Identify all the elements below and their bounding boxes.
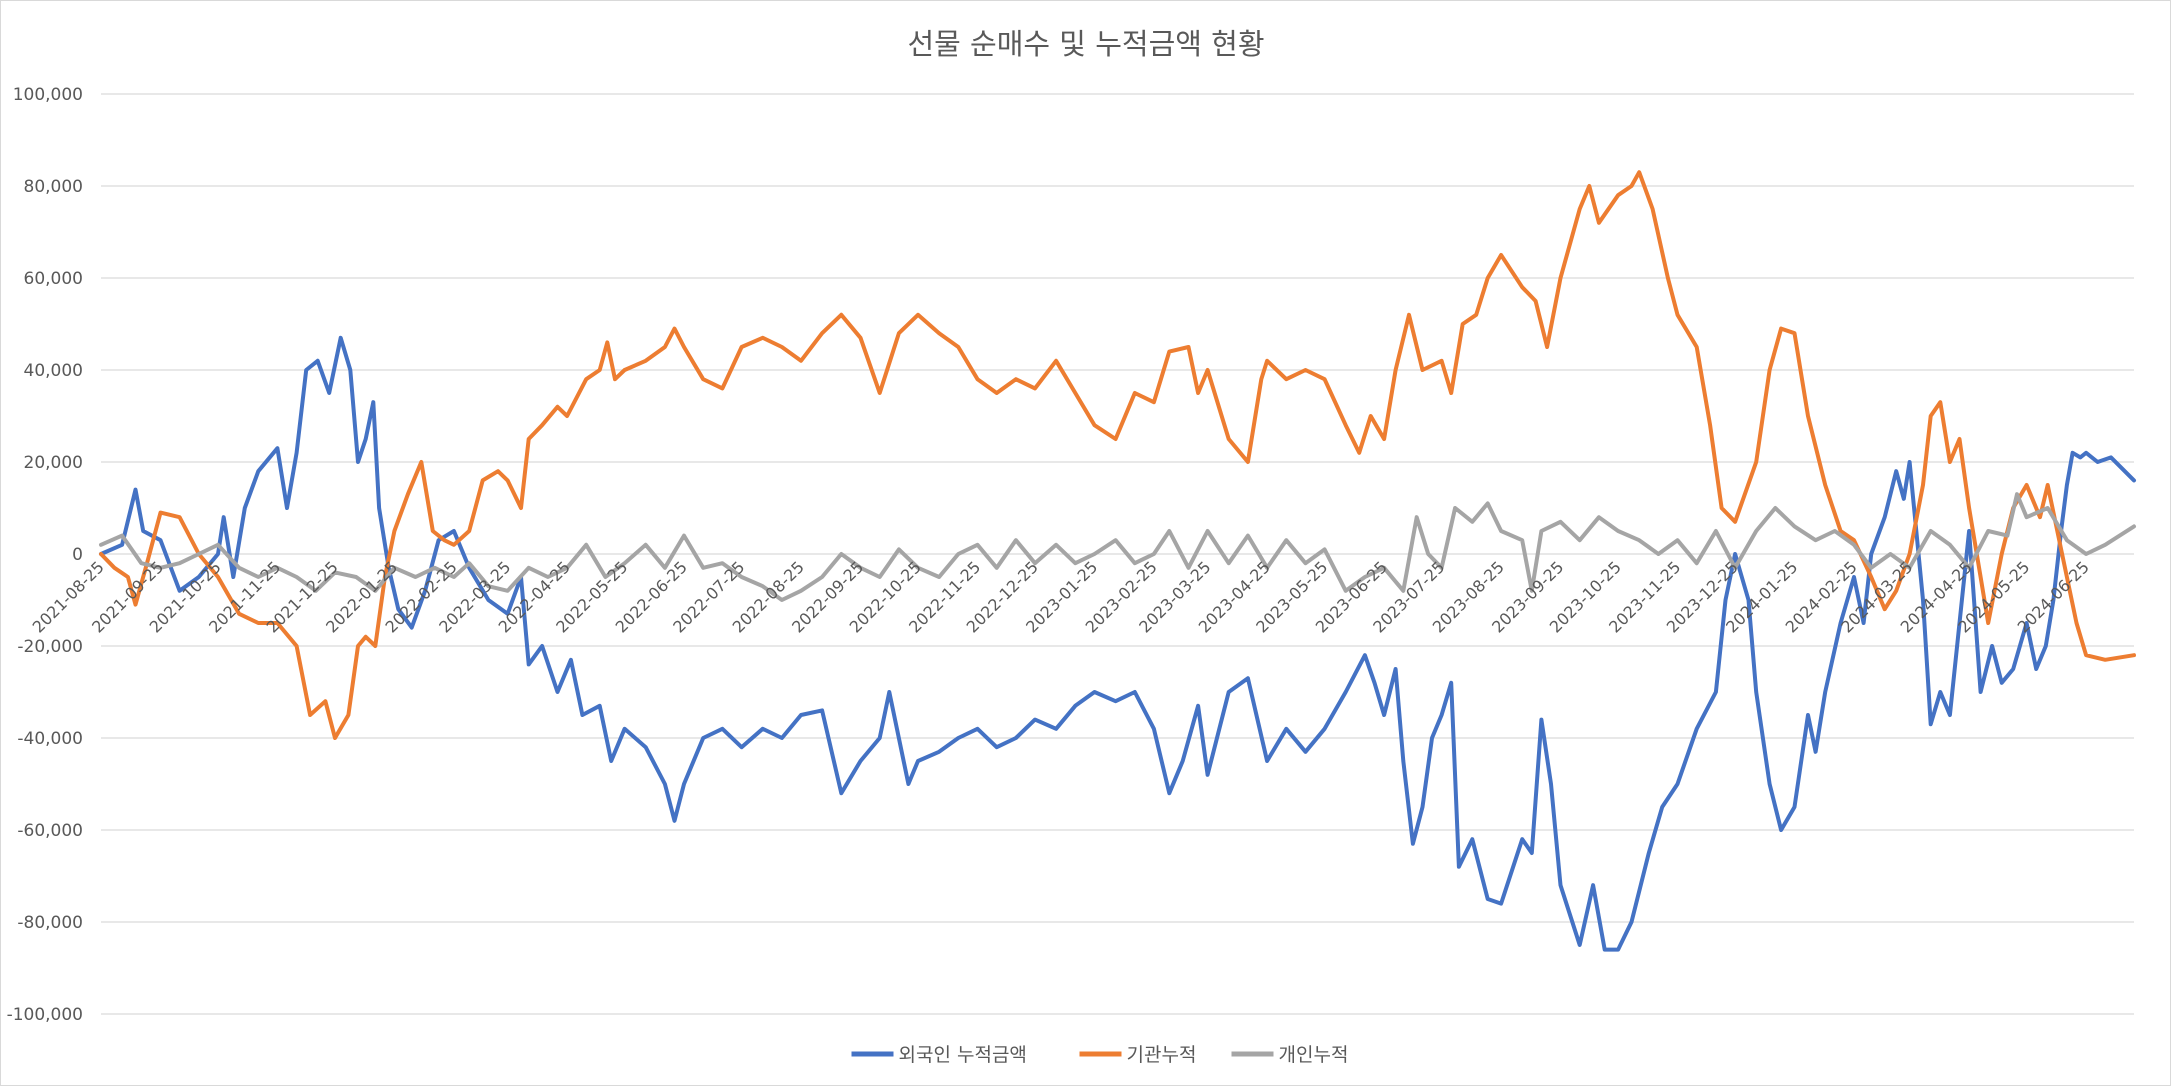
y-tick-label: 100,000 [13, 85, 83, 105]
y-tick-label: 40,000 [24, 361, 83, 381]
y-tick-label: 60,000 [24, 269, 83, 289]
y-tick-label: -20,000 [17, 637, 83, 657]
y-tick-label: -60,000 [17, 821, 83, 841]
y-tick-label: -40,000 [17, 729, 83, 749]
y-tick-label: -100,000 [7, 1005, 83, 1025]
legend-label: 기관누적 [1127, 1044, 1197, 1066]
series-line-1 [99, 170, 2136, 740]
series-line-2 [99, 492, 2136, 602]
legend: 외국인 누적금액 기관누적 개인누적 [851, 1044, 1349, 1066]
series-line-0 [99, 335, 2136, 952]
legend-label: 외국인 누적금액 [899, 1044, 1027, 1066]
gridlines [101, 93, 2134, 1015]
y-tick-label: 0 [72, 545, 83, 565]
y-tick-label: 20,000 [24, 453, 83, 473]
y-axis-ticks: 100,000 80,000 60,000 40,000 20,000 0 -20,000 -… [7, 85, 83, 1025]
x-axis-ticks: 2021-08-252021-09-252021-10-252021-11-25… [29, 557, 2093, 636]
chart-title: 선물 순매수 및 누적금액 현황 [907, 27, 1264, 61]
series-lines [99, 170, 2136, 952]
legend-label: 개인누적 [1279, 1044, 1349, 1066]
y-tick-label: 80,000 [24, 177, 83, 197]
y-tick-label: -80,000 [17, 913, 83, 933]
